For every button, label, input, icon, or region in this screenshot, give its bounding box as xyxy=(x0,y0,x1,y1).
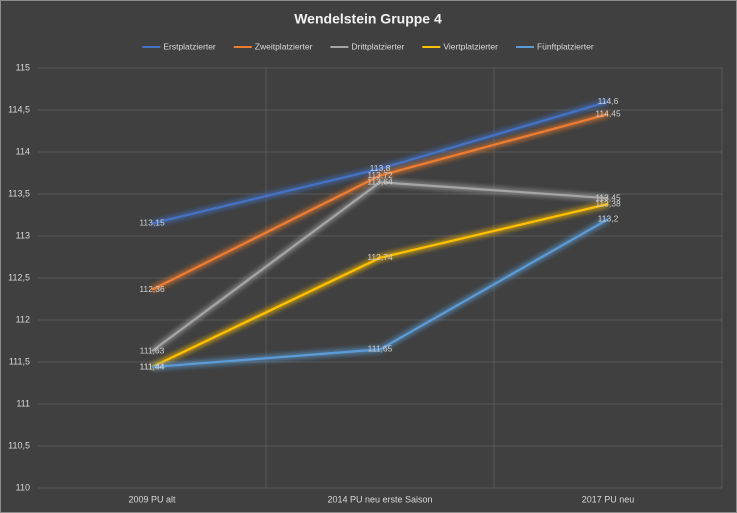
data-label: 113,15 xyxy=(139,218,165,228)
data-label: 112,36 xyxy=(139,284,165,294)
series-line xyxy=(151,218,609,369)
legend-label: Zweitplatzierter xyxy=(255,41,313,51)
legend-label: Viertplatzierter xyxy=(443,41,498,51)
data-label: 112,74 xyxy=(367,252,393,262)
y-tick-label: 113 xyxy=(16,230,30,240)
legend-item: Drittplatzierter xyxy=(330,41,404,51)
chart-title: Wendelstein Gruppe 4 xyxy=(294,11,442,27)
data-label: 113,38 xyxy=(595,198,621,208)
series-line xyxy=(151,113,609,291)
y-tick-label: 110 xyxy=(16,482,30,492)
legend-item: Viertplatzierter xyxy=(422,41,498,51)
x-tick-label: 2014 PU neu erste Saison xyxy=(327,494,432,504)
y-tick-label: 112,5 xyxy=(8,272,30,282)
data-label: 114,6 xyxy=(598,96,619,106)
legend-item: Fünftplatzierter xyxy=(515,41,594,51)
data-label: 113,2 xyxy=(598,213,619,223)
legend: Erstplatzierter Zweitplatzierter Drittplat… xyxy=(142,41,594,51)
data-label: 114,45 xyxy=(595,108,621,118)
y-tick-label: 111,5 xyxy=(9,356,30,366)
data-label: 113,45 xyxy=(595,192,621,202)
legend-item: Zweitplatzierter xyxy=(233,41,313,51)
series-line xyxy=(151,100,609,225)
legend-label: Fünftplatzierter xyxy=(537,41,594,51)
legend-item: Erstplatzierter xyxy=(142,41,216,51)
series-line xyxy=(151,203,609,369)
legend-label: Erstplatzierter xyxy=(163,41,216,51)
data-label: 111,44 xyxy=(140,361,165,371)
y-tick-label: 113,5 xyxy=(8,188,30,198)
x-tick-label: 2009 PU alt xyxy=(128,494,176,504)
y-tick-label: 114,5 xyxy=(8,104,30,114)
y-tick-label: 114 xyxy=(16,146,30,156)
data-label: 113,72 xyxy=(367,170,393,180)
data-label: 111,63 xyxy=(140,345,165,355)
y-tick-label: 111 xyxy=(16,398,30,408)
y-tick-label: 110,5 xyxy=(8,440,30,450)
legend-label: Drittplatzierter xyxy=(351,41,404,51)
data-label: 113,8 xyxy=(370,163,391,173)
series-line xyxy=(151,181,609,352)
data-label: 113,64 xyxy=(367,176,393,186)
data-label: 111,44 xyxy=(140,361,165,371)
y-tick-label: 115 xyxy=(16,62,30,72)
data-label: 111,65 xyxy=(368,344,393,354)
x-tick-label: 2017 PU neu xyxy=(582,494,635,504)
y-tick-label: 112 xyxy=(16,314,30,324)
